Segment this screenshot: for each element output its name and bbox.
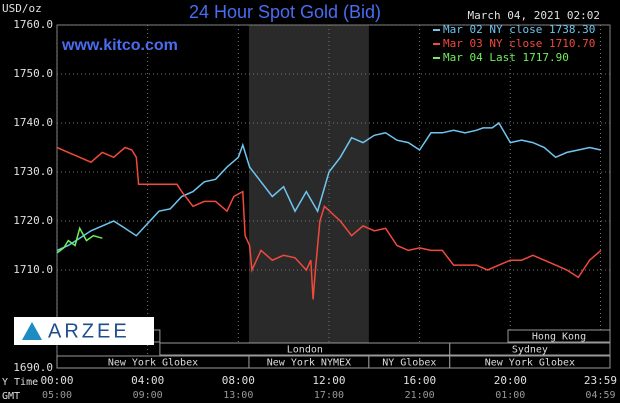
session-box [507, 329, 611, 343]
x-tick-label: 04:00 [131, 374, 164, 387]
series-line [56, 146, 602, 300]
chart-title: 24 Hour Spot Gold (Bid) [189, 2, 381, 22]
series-line [56, 121, 602, 252]
x-tick-label: 23:59 [584, 374, 617, 387]
y-tick-label: 1710.0 [13, 263, 53, 276]
timestamp: March 04, 2021 02:02 [468, 9, 600, 22]
series-line [56, 226, 103, 254]
session-label: New York NYMEX [267, 358, 351, 369]
y-tick-label: 1690.0 [13, 361, 53, 374]
gmt-tick-label: 21:00 [405, 390, 435, 401]
watermark: ARZEE [48, 320, 130, 342]
watermark-logo [22, 322, 42, 340]
legend-label: Mar 02 NY close 1738.30 [443, 23, 595, 36]
gmt-tick-label: 01:00 [495, 390, 525, 401]
session-label: Sydney [512, 345, 548, 356]
y-tick-label: 1760.0 [13, 18, 53, 31]
session-label: NY Globex [382, 358, 436, 369]
session-label: New York Globex [485, 358, 575, 369]
y-tick-label: 1720.0 [13, 214, 53, 227]
session-box [449, 342, 611, 356]
legend-label: Mar 04 Last 1717.90 [443, 51, 569, 64]
legend-label: Mar 03 NY close 1710.70 [443, 37, 595, 50]
website: www.kitco.com [61, 37, 178, 54]
y-unit: USD/oz [2, 2, 42, 15]
x-row-label: Y Time [2, 377, 38, 388]
x-tick-label: 08:00 [222, 374, 255, 387]
watermark-box [14, 317, 154, 345]
x-row-label: GMT [2, 391, 20, 402]
session-box [449, 355, 611, 369]
y-tick-label: 1730.0 [13, 165, 53, 178]
gmt-tick-label: 09:00 [133, 390, 163, 401]
gmt-tick-label: 17:00 [314, 390, 344, 401]
y-tick-label: 1750.0 [13, 67, 53, 80]
session-label: New York Globex [108, 358, 198, 369]
x-tick-label: 16:00 [403, 374, 436, 387]
session-label: Hong Kong [532, 332, 586, 343]
y-tick-label: 1740.0 [13, 116, 53, 129]
gmt-tick-label: 04:59 [585, 390, 615, 401]
x-tick-label: 20:00 [494, 374, 527, 387]
gmt-tick-label: 05:00 [42, 390, 72, 401]
gmt-tick-label: 13:00 [223, 390, 253, 401]
session-label: London [287, 345, 323, 356]
x-tick-label: 00:00 [40, 374, 73, 387]
x-tick-label: 12:00 [312, 374, 345, 387]
